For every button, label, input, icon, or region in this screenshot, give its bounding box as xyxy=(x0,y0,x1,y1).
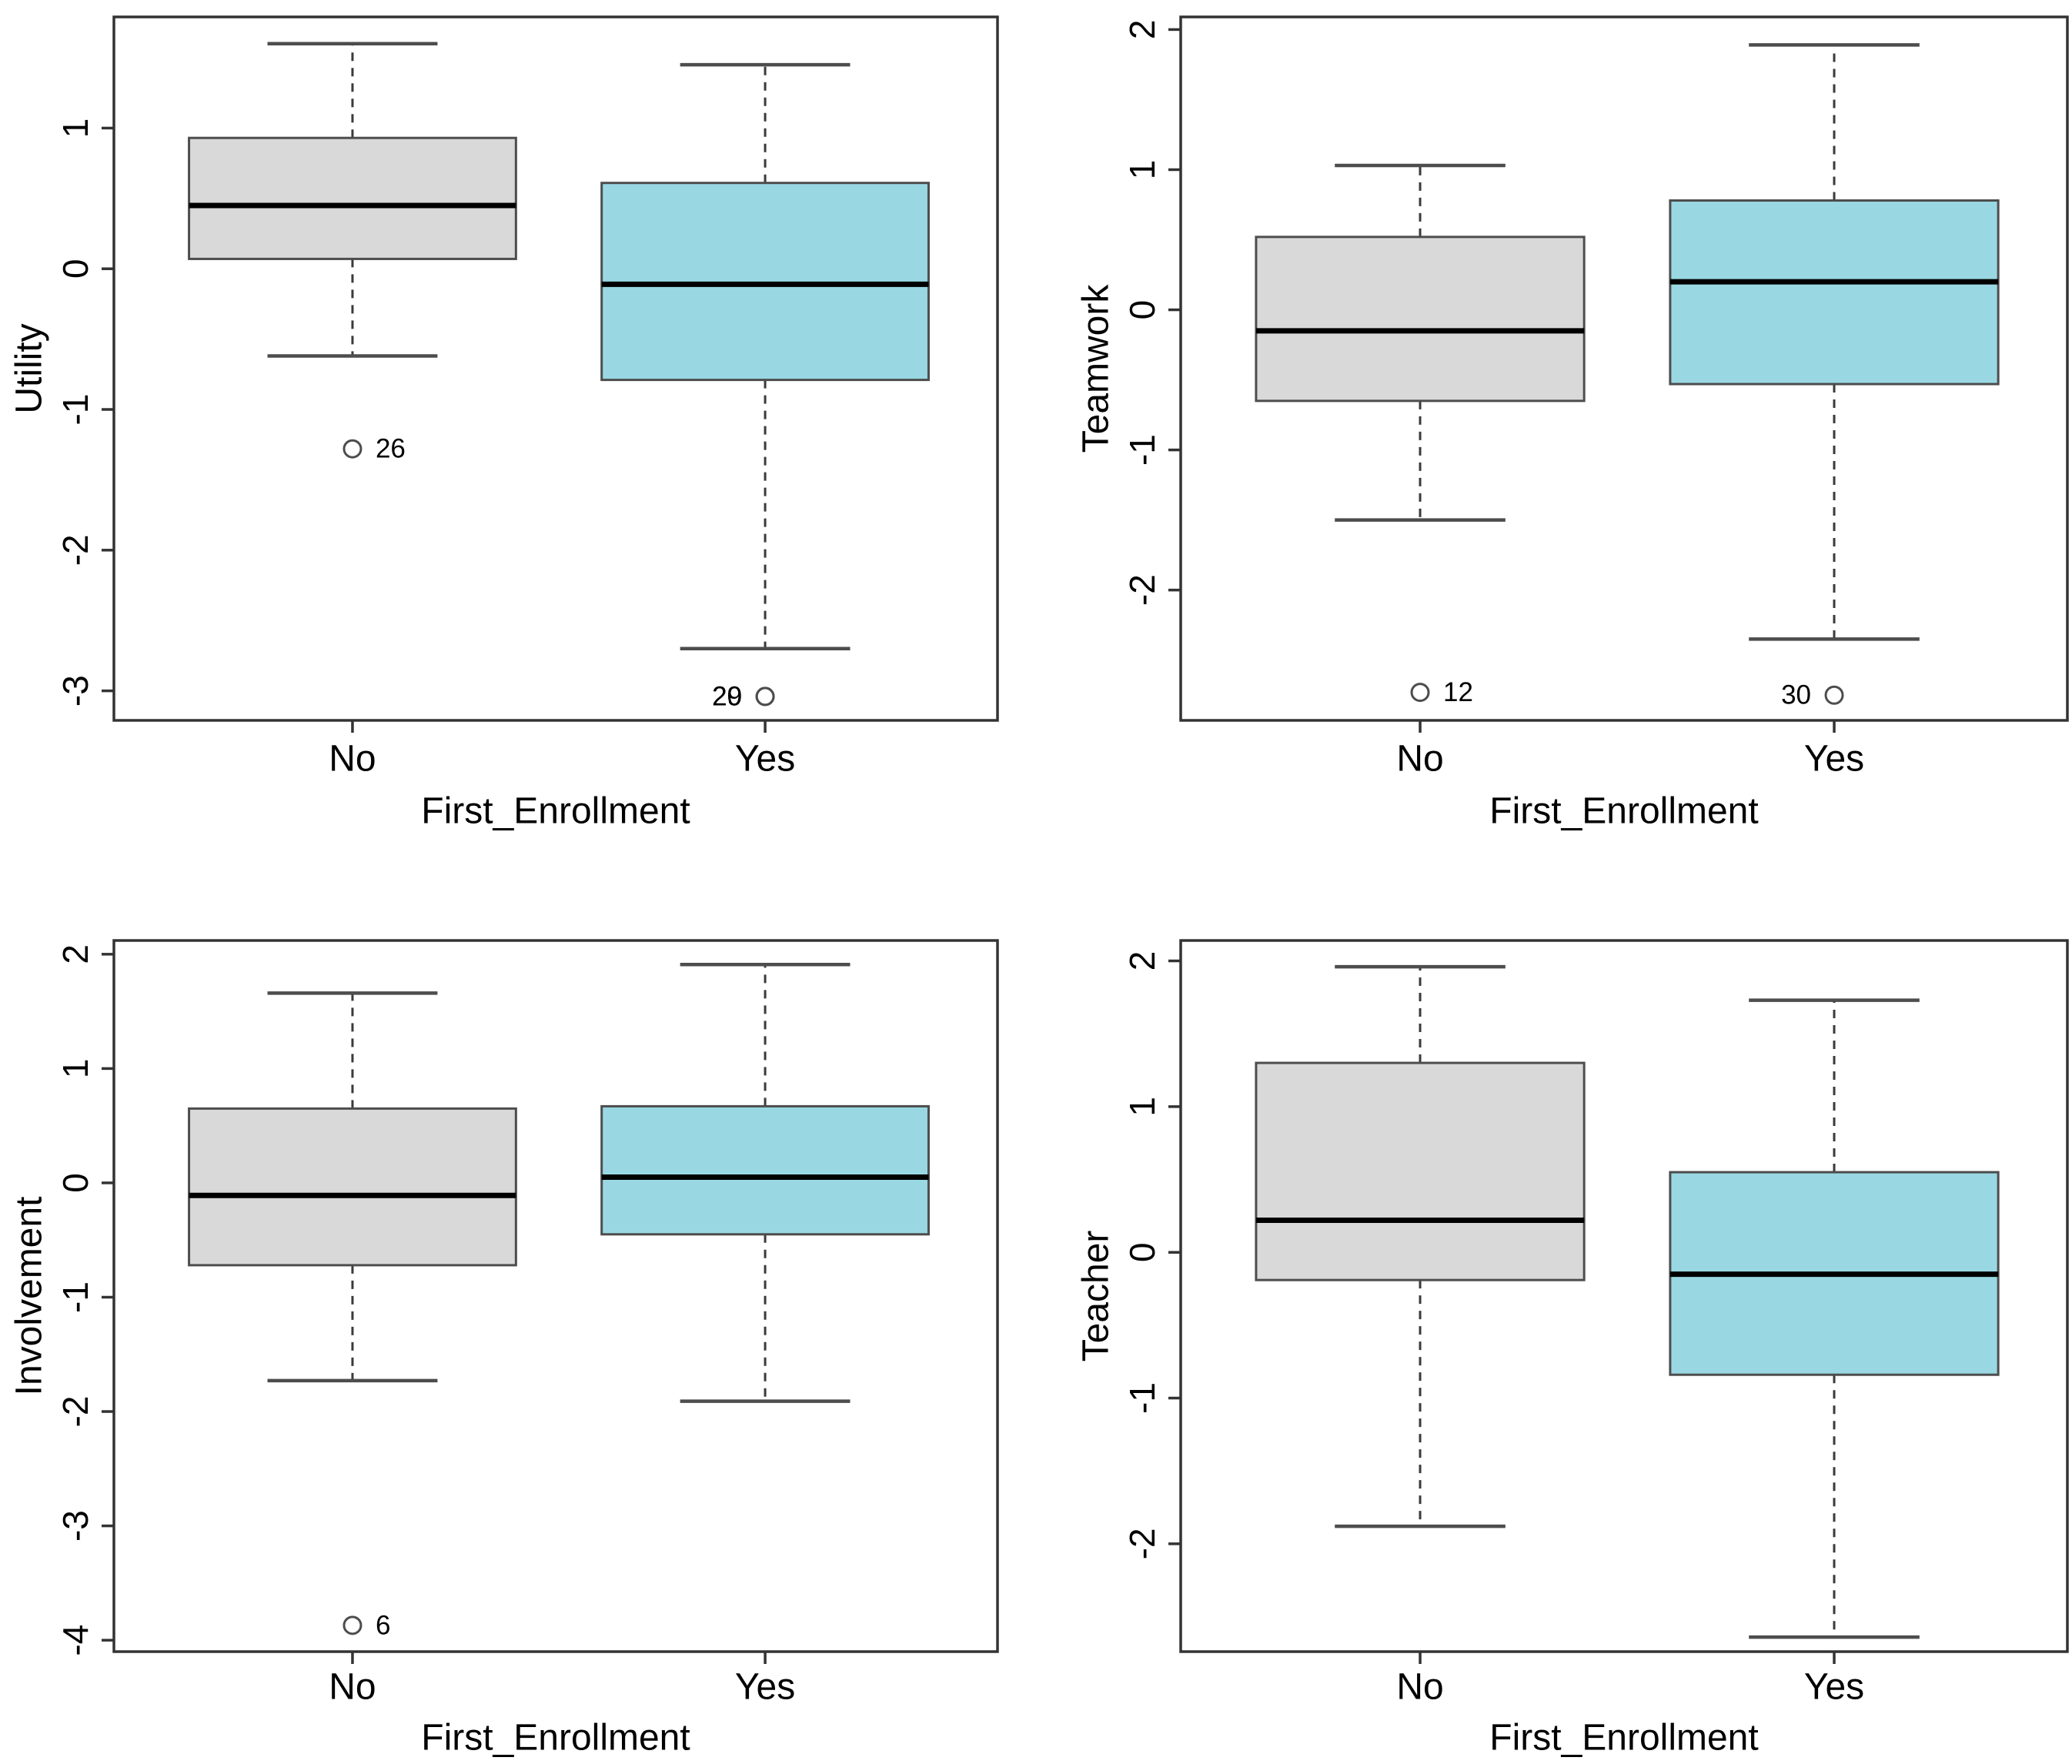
y-tick-label: 0 xyxy=(1122,300,1162,320)
y-tick-label: -4 xyxy=(55,1625,95,1656)
y-tick-label: 0 xyxy=(55,259,95,279)
x-tick-label: Yes xyxy=(735,1667,795,1708)
y-tick-label: -2 xyxy=(55,534,95,566)
y-tick-label: 1 xyxy=(1122,1097,1162,1117)
x-tick-label: Yes xyxy=(1804,739,1864,780)
y-tick-label: -1 xyxy=(55,1281,95,1313)
y-axis-title: Utility xyxy=(9,323,50,413)
y-tick-label: 2 xyxy=(55,944,95,964)
y-tick-label: 2 xyxy=(1122,951,1162,971)
plot-border xyxy=(112,939,999,1653)
y-tick-label: -1 xyxy=(55,394,95,426)
x-tick-label: Yes xyxy=(1804,1667,1864,1708)
y-tick-label: 0 xyxy=(1122,1242,1162,1262)
x-axis-title: First_Enrollment xyxy=(421,1718,690,1759)
x-tick-label: Yes xyxy=(735,739,795,780)
y-tick-label: 1 xyxy=(1122,160,1162,180)
y-axis-title: Teamwork xyxy=(1076,284,1117,453)
x-tick-label: No xyxy=(329,739,376,780)
iqr-box xyxy=(1669,199,2000,386)
x-tick-label: No xyxy=(329,1667,376,1708)
x-tick-label: No xyxy=(1396,1667,1443,1708)
iqr-box xyxy=(1255,1061,1586,1281)
y-tick-label: 1 xyxy=(55,1059,95,1079)
outlier-label: 26 xyxy=(376,434,406,464)
plot-border xyxy=(112,15,999,722)
y-axis-title: Involvement xyxy=(9,1197,50,1396)
outlier-point xyxy=(343,1615,363,1635)
outlier-point xyxy=(755,687,775,707)
outlier-point xyxy=(1410,683,1430,703)
teacher-boxplot: 2 1 0 -1 -2 Teacher No Yes First_Enrollment xyxy=(1076,939,2069,1759)
iqr-box xyxy=(1255,236,1586,403)
outlier-label: 20 xyxy=(712,681,742,711)
iqr-box xyxy=(188,1107,517,1267)
outlier-point xyxy=(343,439,363,459)
y-tick-label: -1 xyxy=(1122,1382,1162,1414)
x-axis-title: First_Enrollment xyxy=(421,791,690,832)
plot-border xyxy=(1179,939,2069,1653)
involvement-boxplot: 2 1 0 -1 -2 -3 -4 Involvement No6 Yes First_Enroll… xyxy=(9,939,999,1759)
outlier-point xyxy=(1824,685,1844,705)
outlier-label: 30 xyxy=(1781,680,1811,710)
panel-utility: 1 0 -1 -2 -3 Utility No 26 Yes 20 29 First_Enrollme… xyxy=(0,0,1036,882)
plot-border xyxy=(1179,15,2069,722)
panel-involvement: 2 1 0 -1 -2 -3 -4 Involvement No 6 Yes First_Enroll… xyxy=(0,882,1036,1764)
y-tick-label: 0 xyxy=(55,1173,95,1193)
y-tick-label: -3 xyxy=(55,1510,95,1542)
iqr-box xyxy=(600,182,930,382)
panel-teacher: 2 1 0 -1 -2 Teacher No Yes First_Enrollment xyxy=(1036,882,2072,1764)
y-tick-label: -2 xyxy=(55,1396,95,1428)
y-tick-label: -2 xyxy=(1122,1528,1162,1559)
y-tick-label: -3 xyxy=(55,675,95,707)
x-axis-title: First_Enrollment xyxy=(1489,1718,1758,1759)
iqr-box xyxy=(188,136,517,260)
x-axis-title: First_Enrollment xyxy=(1489,791,1758,832)
outlier-label: 12 xyxy=(1443,677,1473,707)
x-tick-label: No xyxy=(1396,739,1443,780)
y-axis-title: Teacher xyxy=(1076,1231,1117,1362)
y-tick-label: -2 xyxy=(1122,574,1162,606)
y-tick-label: -1 xyxy=(1122,434,1162,466)
y-tick-label: 1 xyxy=(55,119,95,139)
y-tick-label: 2 xyxy=(1122,20,1162,40)
teamwork-boxplot: 2 1 0 -1 -2 Teamwork No 12 Yes 30 First_Enrollment xyxy=(1076,15,2069,832)
outlier-label: 6 xyxy=(376,1610,390,1640)
outlier-label: 29 xyxy=(712,681,742,711)
panel-teamwork: 2 1 0 -1 -2 Teamwork No 12 Yes 30 First_Enrollment xyxy=(1036,0,2072,882)
iqr-box xyxy=(600,1104,930,1236)
